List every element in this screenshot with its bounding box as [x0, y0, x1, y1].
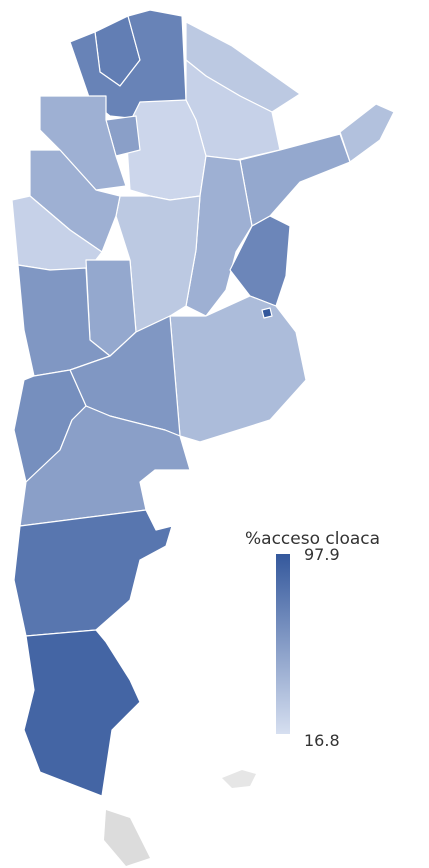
legend: %acceso cloaca 97.9 16.8: [245, 529, 380, 750]
province: [23, 629, 141, 797]
legend-title: %acceso cloaca: [245, 529, 380, 549]
legend-min: 16.8: [304, 731, 340, 750]
province: [169, 295, 307, 443]
legend-bar: [276, 554, 290, 734]
province: [115, 195, 201, 333]
legend-max: 97.9: [304, 545, 340, 564]
province: [229, 215, 291, 307]
provinces: [11, 9, 395, 797]
province: [39, 95, 127, 191]
province: [261, 307, 273, 319]
province: [13, 509, 173, 637]
islands: [222, 770, 256, 788]
province: [339, 103, 395, 163]
province: [69, 9, 187, 121]
tierra-del-fuego: [104, 810, 150, 866]
